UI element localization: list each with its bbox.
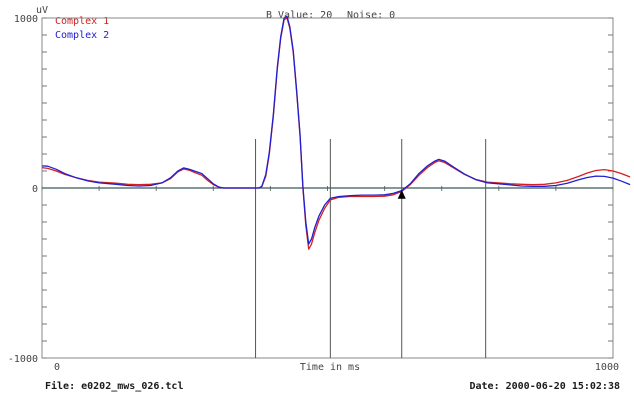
date-text: Date: 2000-06-20 15:02:38 bbox=[469, 381, 620, 392]
noise-text: Noise: 0 bbox=[347, 10, 395, 21]
legend-item-complex-2: Complex 2 bbox=[55, 30, 109, 41]
x-axis-label: Time in ms bbox=[300, 362, 360, 373]
legend-item-complex-1: Complex 1 bbox=[55, 16, 109, 27]
y-axis-label: uV bbox=[36, 5, 48, 16]
file-name-text: File: e0202_mws_026.tcl bbox=[45, 381, 184, 392]
vertical-markers bbox=[255, 139, 487, 358]
series-line-complex-1 bbox=[41, 17, 631, 250]
y-tick-label-bottom: -1000 bbox=[8, 354, 38, 365]
marker-triangle[interactable] bbox=[397, 189, 406, 199]
x-tick-label-end: 1000 bbox=[595, 362, 619, 373]
x-tick-label-start: 0 bbox=[54, 362, 60, 373]
b-value-text: B Value: 20 bbox=[266, 10, 332, 21]
legend: Complex 1 Complex 2 bbox=[55, 16, 109, 41]
y-tick-label-zero: 0 bbox=[32, 184, 38, 195]
series-layer bbox=[41, 15, 631, 250]
y-tick-label-top: 1000 bbox=[14, 14, 38, 25]
series-line-complex-2 bbox=[41, 15, 631, 245]
